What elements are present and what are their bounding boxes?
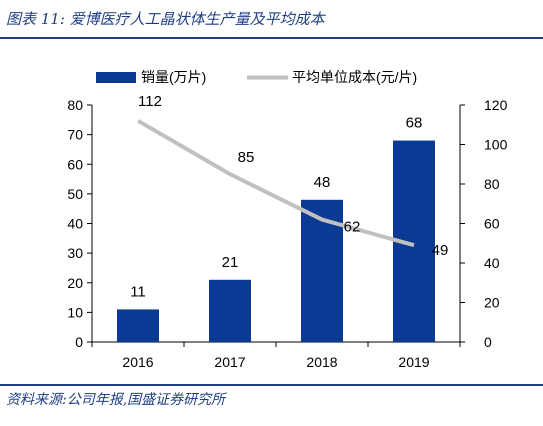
y-right-tick-label: 80 <box>484 176 500 192</box>
y-right-tick-label: 20 <box>484 295 500 311</box>
chart-title: 图表 11: 爱博医疗人工晶状体生产量及平均成本 <box>6 10 325 28</box>
line-value-label: 85 <box>238 149 255 166</box>
y-right-tick-label: 100 <box>484 137 508 153</box>
bar <box>209 279 251 342</box>
bar-value-label: 68 <box>406 115 423 132</box>
y-left-tick-label: 60 <box>67 156 83 172</box>
y-left-tick-label: 40 <box>67 216 83 232</box>
legend-bar-label: 销量(万片) <box>141 69 206 85</box>
x-tick-label: 2019 <box>398 354 429 370</box>
y-right-tick-label: 40 <box>484 255 500 271</box>
plot-area: 0 10 20 30 40 50 60 70 80 0 20 40 60 80 100 120 2016 2017… <box>67 93 507 370</box>
legend-line-label: 平均单位成本(元/片) <box>292 69 417 85</box>
legend-bar-swatch <box>96 72 136 83</box>
line-series <box>136 119 415 248</box>
y-left-tick-label: 30 <box>67 245 83 261</box>
source-divider <box>0 384 543 386</box>
bar-value-label: 21 <box>222 254 239 271</box>
y-right-tick-label: 120 <box>484 97 508 113</box>
x-tick-label: 2016 <box>122 354 153 370</box>
source-note: 资料来源:公司年报,国盛证券研究所 <box>6 392 226 408</box>
title-divider <box>0 37 543 39</box>
line-value-label: 62 <box>344 219 361 236</box>
y-left-tick-label: 80 <box>67 97 83 113</box>
legend: 销量(万片) 平均单位成本(元/片) <box>96 69 417 85</box>
y-right-tick-label: 0 <box>484 334 492 350</box>
x-tick-label: 2018 <box>306 354 337 370</box>
bar <box>117 309 159 342</box>
y-right-tick-label: 60 <box>484 216 500 232</box>
y-left-tick-label: 20 <box>67 275 83 291</box>
y-left-tick-label: 50 <box>67 186 83 202</box>
y-left-tick-label: 70 <box>67 127 83 143</box>
bar-value-label: 11 <box>130 283 146 300</box>
line-value-label: 112 <box>138 93 162 110</box>
line-value-label: 49 <box>432 242 449 259</box>
y-left-tick-label: 10 <box>67 304 83 320</box>
bar-value-label: 48 <box>314 174 331 191</box>
y-left-tick-label: 0 <box>75 334 83 350</box>
x-tick-label: 2017 <box>214 354 245 370</box>
